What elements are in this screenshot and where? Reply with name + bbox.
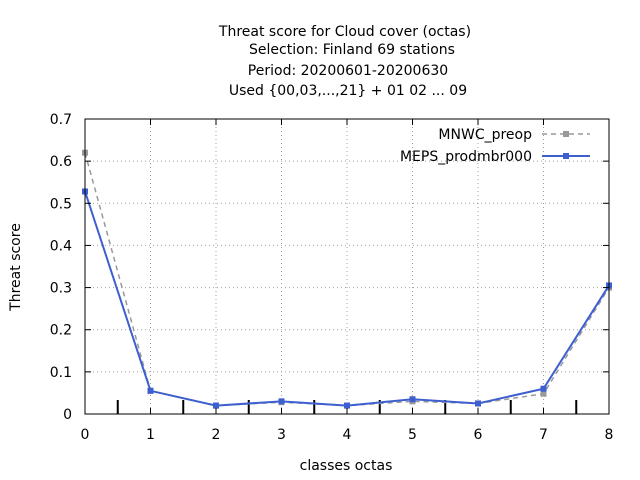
chart-title: Threat score for Cloud cover (octas) Sel… <box>218 24 471 99</box>
y-tick-label: 0.4 <box>50 238 72 254</box>
x-tick-label: 0 <box>81 427 90 443</box>
x-tick-label: 5 <box>408 427 417 443</box>
y-axis-label: Threat score <box>8 223 24 312</box>
legend-marker <box>563 131 569 137</box>
data-point <box>475 400 481 407</box>
x-tick-label: 1 <box>146 427 155 443</box>
x-tick-label: 2 <box>212 427 221 443</box>
x-tick-label: 6 <box>474 427 483 443</box>
title-line-2: Selection: Finland 69 stations <box>249 42 455 58</box>
y-tick-label: 0.2 <box>50 323 72 339</box>
y-tick-label: 0.6 <box>50 154 72 170</box>
y-tick-label: 0.1 <box>50 365 72 381</box>
legend-marker <box>563 153 569 159</box>
x-tick-label: 7 <box>539 427 548 443</box>
x-axis-label: classes octas <box>300 458 393 474</box>
x-axis-ticks: 0 1 2 3 4 5 6 7 8 <box>81 119 614 443</box>
data-point <box>344 402 350 409</box>
grid-lines <box>85 119 609 414</box>
data-point <box>540 385 547 392</box>
y-tick-label: 0.7 <box>50 112 72 128</box>
y-axis-ticks: 0 0.1 0.2 0.3 0.4 0.5 0.6 0.7 <box>50 112 609 423</box>
y-tick-label: 0 <box>63 407 72 423</box>
data-point <box>409 396 416 403</box>
data-point <box>278 398 285 405</box>
legend-label: MEPS_prodmbr000 <box>400 149 532 165</box>
data-point <box>540 390 547 397</box>
data-point <box>147 387 154 394</box>
x-tick-label: 4 <box>343 427 352 443</box>
data-point <box>213 402 219 409</box>
title-line-1: Threat score for Cloud cover (octas) <box>218 24 471 40</box>
y-tick-label: 0.3 <box>50 281 72 297</box>
x-tick-label: 3 <box>277 427 286 443</box>
legend: MNWC_preop MEPS_prodmbr000 <box>400 127 590 165</box>
title-line-3: Period: 20200601-20200630 <box>248 63 448 79</box>
title-line-4: Used {00,03,...,21} + 01 02 ... 09 <box>229 83 467 99</box>
x-tick-label: 8 <box>605 427 614 443</box>
legend-label: MNWC_preop <box>438 127 532 143</box>
y-tick-label: 0.5 <box>50 196 72 212</box>
